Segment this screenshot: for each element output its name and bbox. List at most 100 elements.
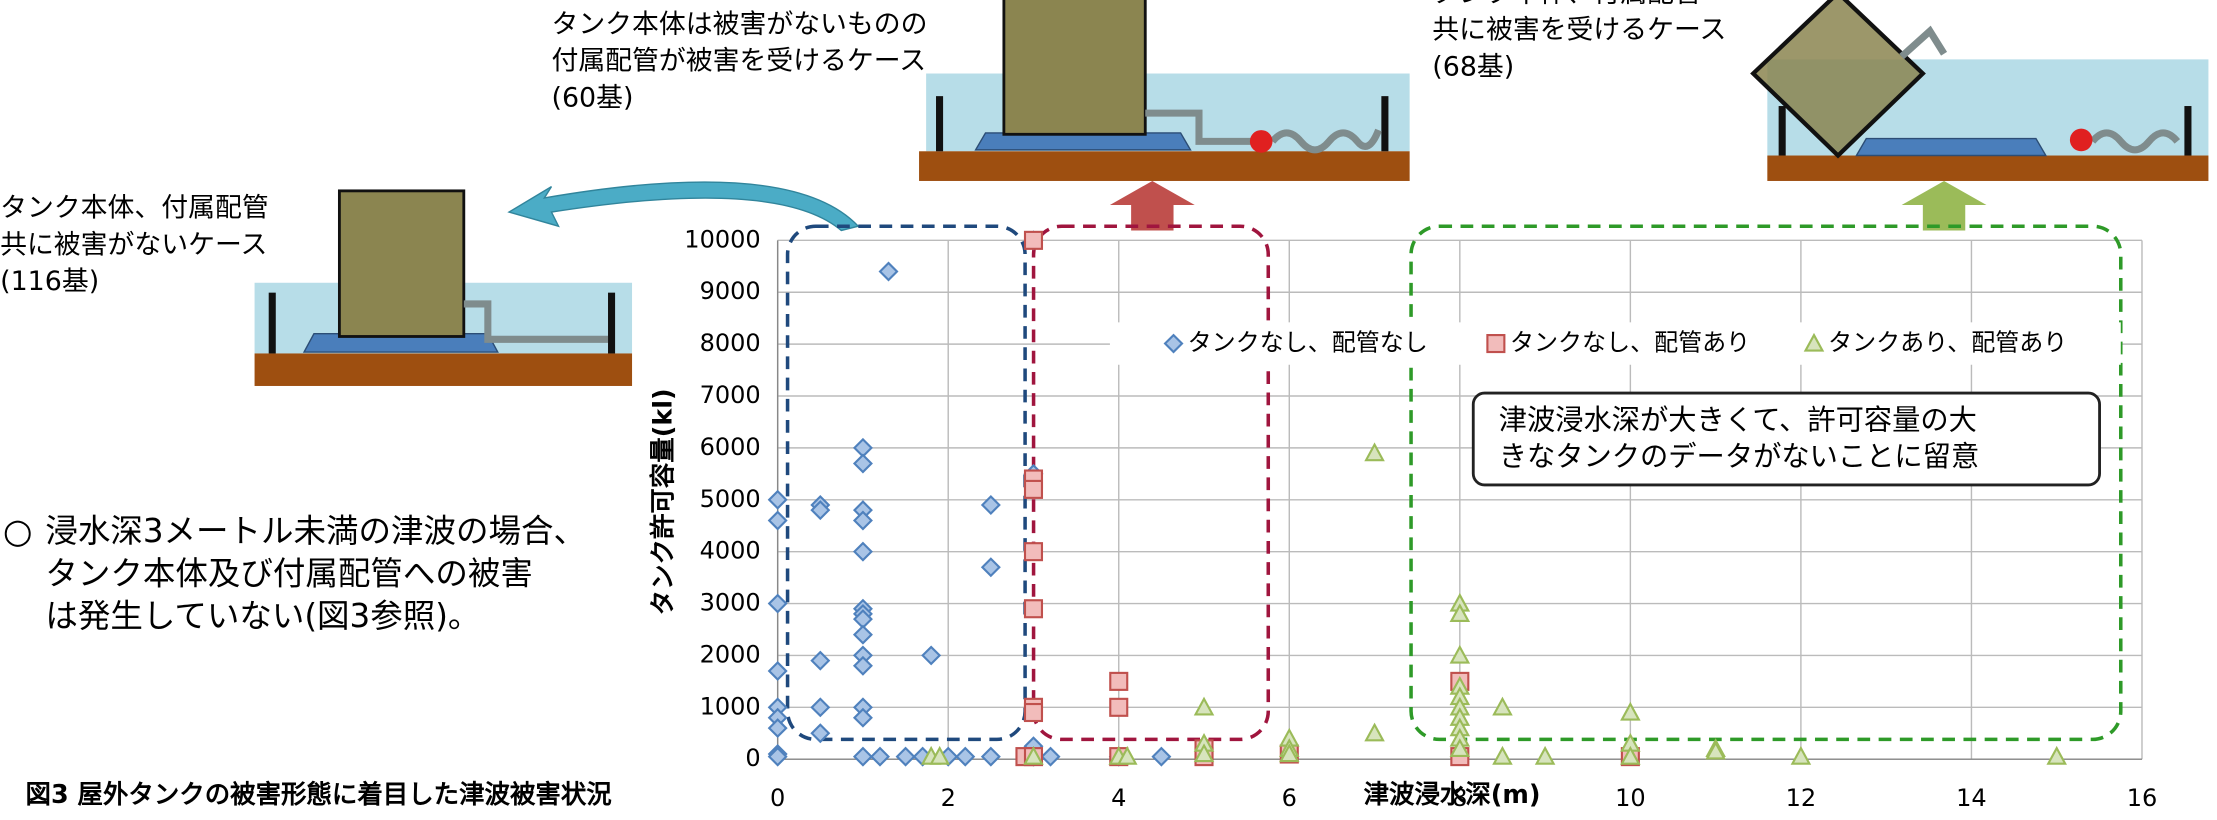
legend-label: タンクなし、配管なし: [1188, 329, 1428, 357]
case-frame: [1031, 224, 1271, 742]
point: [810, 697, 831, 718]
point: [1803, 332, 1825, 352]
point: [767, 593, 788, 614]
point: [1023, 745, 1044, 765]
point: [1193, 743, 1215, 763]
chart-title: 図3 屋外タンクの被害形態に着目した津波被害状況: [26, 779, 612, 809]
point: [767, 510, 788, 531]
point: [1163, 333, 1184, 354]
point: [1117, 745, 1138, 765]
point: [810, 650, 831, 671]
case-frame: [1409, 224, 2123, 742]
point: [895, 746, 916, 767]
x-tick-label: 12: [1786, 784, 1817, 812]
point: [1790, 745, 1812, 765]
y-tick-label: 5000: [700, 485, 761, 513]
point: [1023, 702, 1044, 723]
burst: [2069, 128, 2093, 152]
post: [608, 292, 616, 354]
point: [1023, 542, 1044, 562]
bullet: ○: [3, 513, 33, 552]
note-line: タンク本体及び付属配管への被害: [45, 554, 533, 592]
point: [810, 500, 831, 521]
point: [1364, 442, 1385, 462]
tank: [1002, 0, 1147, 136]
note-line: 浸水深3メートル未満の津波の場合、: [45, 512, 586, 550]
x-tick-label: 16: [2127, 784, 2158, 812]
y-tick-label: 9000: [700, 277, 761, 305]
point: [929, 745, 950, 765]
post: [1778, 106, 1786, 156]
point: [767, 718, 788, 739]
annotation-box: [1471, 391, 2101, 487]
annotation: きなタンクのデータがないことに留意: [1499, 440, 1980, 473]
point: [921, 645, 942, 666]
point: [1492, 745, 1513, 765]
point: [1705, 740, 1726, 760]
x-tick-label: 0: [770, 784, 785, 812]
pipe: [1899, 25, 1948, 60]
legend-label: タンクなし、配管あり: [1510, 329, 1750, 357]
case-caption: タンク本体、付属配管: [1432, 0, 1701, 9]
ground: [919, 151, 1410, 181]
curved-arrow: [507, 181, 860, 232]
annotation: 津波浸水深が大きくて、許可容量の大: [1499, 403, 1977, 436]
x-tick-label: 8: [1452, 784, 1467, 812]
point: [1449, 603, 1471, 623]
case-caption: 共に被害がないケース: [0, 230, 267, 261]
y-tick-label: 4000: [700, 537, 761, 565]
x-axis-label: 津波浸水深(m): [1364, 779, 1541, 809]
point: [1193, 696, 1215, 716]
point: [870, 746, 890, 767]
y-tick-label: 7000: [700, 381, 761, 409]
pipe: [1145, 109, 1252, 145]
y-tick-label: 6000: [700, 433, 761, 461]
point: [852, 541, 873, 562]
tank-base: [1855, 137, 2048, 157]
y-tick-label: 8000: [700, 329, 761, 357]
case-caption: タンク本体、付属配管: [0, 193, 269, 224]
point: [852, 510, 873, 531]
point: [1486, 334, 1506, 354]
case-caption: (116基): [0, 266, 99, 297]
point: [1040, 746, 1061, 767]
point: [1023, 479, 1044, 499]
point: [1620, 701, 1641, 721]
case-caption: (68基): [1432, 51, 1514, 82]
broken-pipe: [2089, 129, 2181, 154]
point: [1364, 722, 1385, 742]
burst: [1249, 130, 1273, 153]
note-line: は発生していない(図3参照)。: [45, 597, 480, 635]
x-tick-label: 6: [1282, 784, 1297, 812]
legend-label: タンクあり、配管あり: [1828, 329, 2067, 357]
case-caption: (60基): [551, 82, 633, 113]
point: [1023, 230, 1044, 250]
x-tick-label: 4: [1111, 784, 1126, 812]
tank: [1750, 0, 1926, 159]
up-arrow: [1901, 180, 1987, 231]
point: [852, 453, 873, 474]
point: [852, 655, 873, 676]
point: [852, 624, 873, 645]
x-tick-label: 2: [941, 784, 956, 812]
y-tick-label: 0: [745, 744, 760, 772]
point: [1151, 746, 1172, 767]
point: [980, 746, 1001, 767]
pipe: [463, 300, 609, 343]
point: [1023, 599, 1044, 619]
post: [2184, 106, 2192, 156]
point: [1492, 696, 1513, 716]
post: [1381, 96, 1389, 152]
point: [852, 746, 873, 767]
point: [980, 494, 1001, 515]
point: [2046, 745, 2067, 765]
point: [767, 746, 788, 767]
legend-box: [1109, 322, 2121, 365]
point: [1109, 697, 1129, 717]
ground: [254, 353, 633, 386]
point: [1620, 745, 1641, 765]
y-tick-label: 10000: [684, 225, 760, 253]
point: [852, 707, 873, 728]
